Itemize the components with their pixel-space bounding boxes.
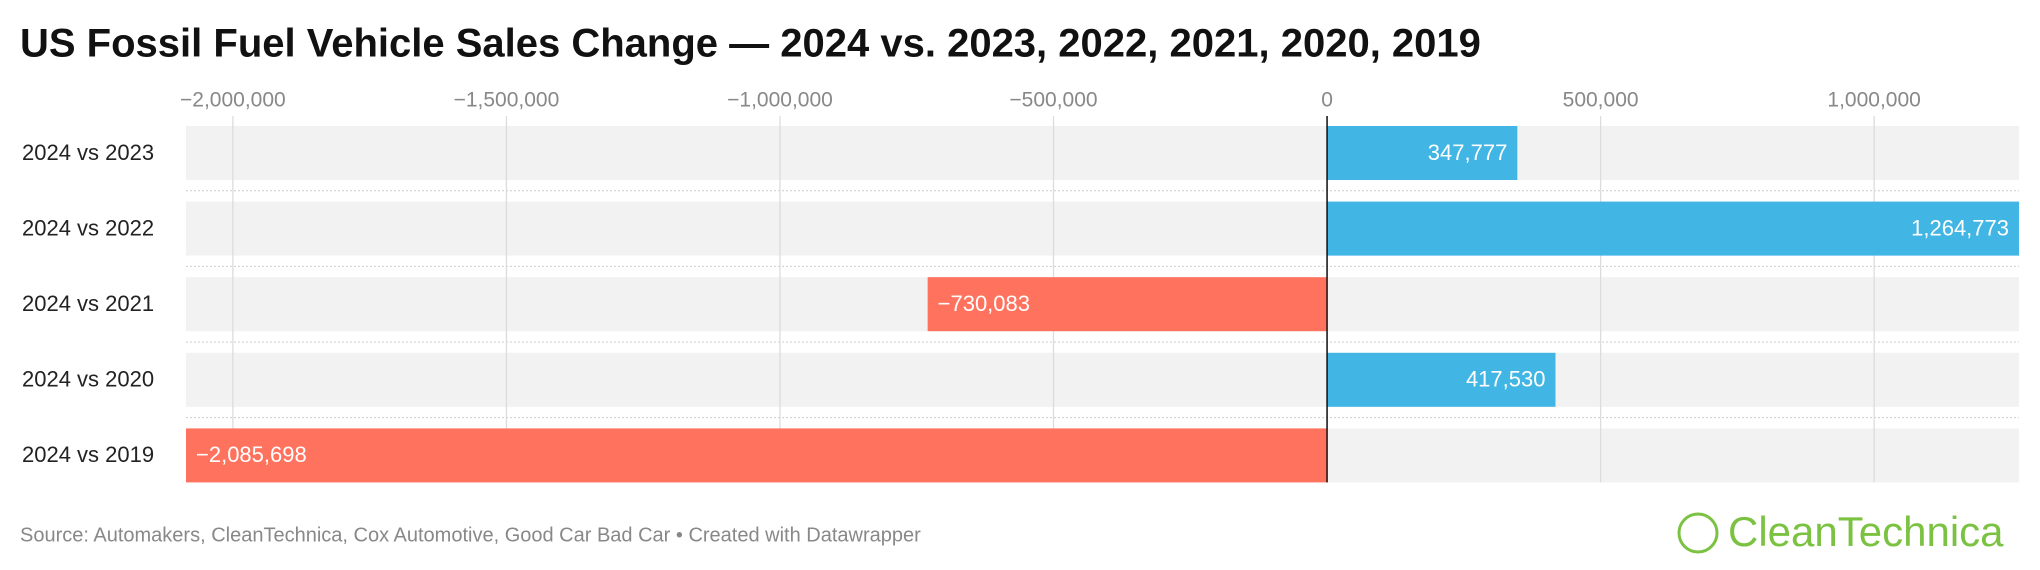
chart-title: US Fossil Fuel Vehicle Sales Change — 20…	[20, 22, 1481, 66]
row-band	[186, 126, 2019, 180]
x-tick-label: −1,500,000	[454, 89, 560, 112]
y-tick-label: 2024 vs 2023	[22, 140, 154, 165]
y-tick-label: 2024 vs 2021	[22, 291, 154, 316]
y-tick-label: 2024 vs 2020	[22, 367, 154, 392]
logo-icon	[1677, 512, 1719, 554]
bar	[1327, 201, 2019, 256]
x-tick-label: −2,000,000	[180, 89, 286, 112]
x-tick-label: 1,000,000	[1827, 89, 1920, 112]
x-tick-label: 0	[1321, 89, 1333, 112]
value-label: −2,085,698	[196, 442, 307, 467]
logo-text: CleanTechnica	[1728, 508, 2004, 555]
x-tick-label: −1,000,000	[727, 89, 833, 112]
bar	[1327, 352, 1556, 407]
logo: CleanTechnica	[1677, 508, 2004, 555]
bar	[927, 277, 1328, 332]
bar	[186, 428, 1328, 483]
y-tick-label: 2024 vs 2019	[22, 442, 154, 467]
value-label: −730,083	[938, 291, 1030, 316]
y-tick-label: 2024 vs 2022	[22, 215, 154, 240]
row-band	[186, 352, 2019, 407]
x-tick-label: 500,000	[1563, 89, 1639, 112]
bar	[1327, 126, 1518, 180]
value-label: 347,777	[1428, 140, 1508, 165]
value-label: 1,264,773	[1911, 215, 2009, 240]
value-label: 417,530	[1466, 367, 1546, 392]
source: Source: Automakers, CleanTechnica, Cox A…	[20, 524, 921, 546]
x-tick-label: −500,000	[1009, 89, 1097, 112]
